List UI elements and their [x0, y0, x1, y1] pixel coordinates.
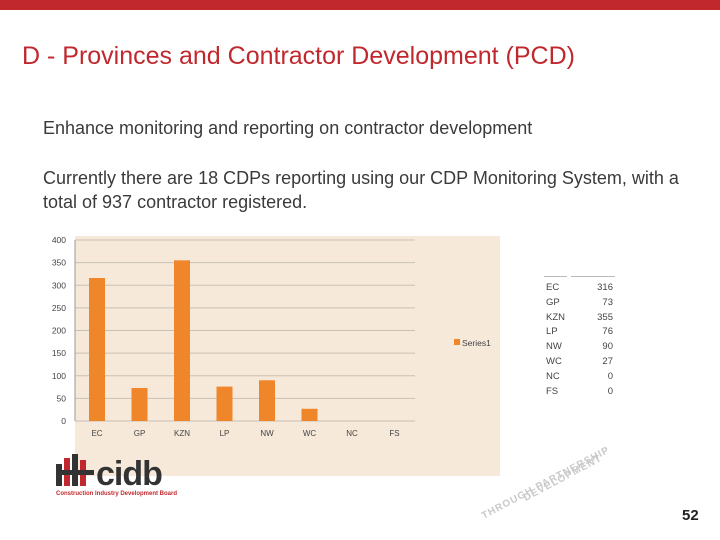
slide-title: D - Provinces and Contractor Development… — [22, 42, 575, 70]
table-label: GP — [546, 296, 560, 308]
bar — [216, 386, 233, 421]
page-number: 52 — [682, 507, 699, 524]
cidb-logo-icon — [56, 454, 94, 486]
bar — [301, 408, 318, 421]
table-value: 27 — [602, 355, 613, 367]
y-tick-label: 0 — [61, 416, 66, 426]
x-tick-label: KZN — [174, 429, 190, 438]
bar — [259, 380, 275, 421]
chart-plot-background — [75, 236, 500, 476]
bar — [174, 260, 190, 421]
table-value: 0 — [607, 385, 613, 397]
table-label: WC — [546, 355, 562, 367]
legend-label: Series1 — [462, 338, 491, 348]
table-label: NC — [546, 370, 560, 382]
x-tick-label: FS — [389, 429, 399, 438]
table-row: NC 0 — [544, 370, 615, 385]
x-tick-label: EC — [91, 429, 102, 438]
table-header-rule — [544, 276, 615, 281]
y-tick-label: 250 — [52, 303, 66, 313]
table-row: EC 316 — [544, 281, 615, 296]
table-value: 355 — [597, 311, 613, 323]
x-tick-label: GP — [134, 429, 146, 438]
table-label: NW — [546, 341, 562, 353]
table-label: KZN — [546, 311, 565, 323]
y-tick-label: 150 — [52, 348, 66, 358]
table-value: 90 — [602, 341, 613, 353]
y-tick-label: 200 — [52, 326, 66, 336]
bar — [89, 278, 105, 421]
table-value: 76 — [602, 326, 613, 338]
table-value: 73 — [602, 296, 613, 308]
table-label: EC — [546, 282, 560, 293]
slide-subtitle: Enhance monitoring and reporting on cont… — [43, 118, 533, 138]
y-tick-label: 300 — [52, 280, 66, 290]
table-label: FS — [546, 385, 559, 397]
table-row: GP 73 — [544, 296, 615, 311]
x-tick-label: LP — [220, 429, 230, 438]
watermark: DEVELOPMENT THROUGH PARTNERSHIP — [460, 440, 640, 522]
legend-swatch — [454, 339, 460, 345]
data-table: EC 316 GP 73 KZN 355 LP 76 NW 90 WC 27 NC 0 FS 0 — [540, 276, 619, 399]
slide-body-text: Currently there are 18 CDPs reporting us… — [43, 168, 679, 212]
table-row: WC 27 — [544, 355, 615, 370]
table-row: FS 0 — [544, 385, 615, 400]
logo-wordmark: cidb — [96, 455, 163, 493]
y-tick-label: 50 — [57, 393, 67, 403]
x-tick-label: NC — [346, 429, 358, 438]
table-label: LP — [546, 326, 558, 338]
y-tick-label: 400 — [52, 235, 66, 245]
table-value: 316 — [597, 282, 613, 293]
y-tick-label: 100 — [52, 371, 66, 381]
logo-subtitle: Construction Industry Development Board — [56, 491, 178, 497]
x-tick-label: WC — [303, 429, 317, 438]
table-row: NW 90 — [544, 340, 615, 355]
table-row: KZN 355 — [544, 311, 615, 326]
top-accent-bar — [0, 0, 720, 10]
y-tick-label: 350 — [52, 258, 66, 268]
bar — [131, 387, 148, 421]
x-tick-label: NW — [260, 429, 274, 438]
table-value: 0 — [607, 370, 613, 382]
table-row: LP 76 — [544, 325, 615, 340]
